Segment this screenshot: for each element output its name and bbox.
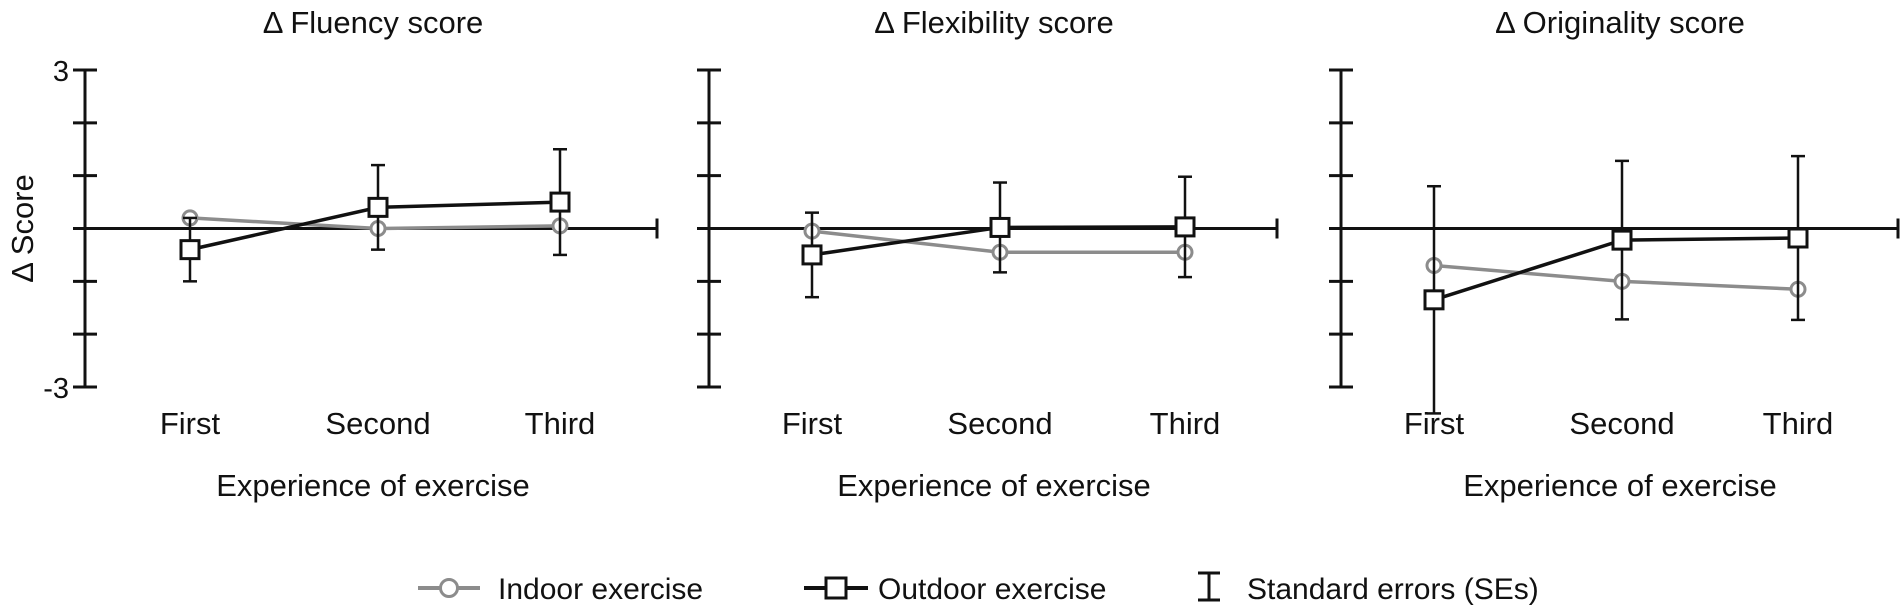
- x-tick-label: First: [160, 406, 221, 441]
- x-tick-label: Second: [1569, 406, 1674, 441]
- outdoor-data-point: [1611, 229, 1633, 251]
- chart-panels: Δ Fluency score 3 -3 Δ Score First Second Thir…: [5, 5, 1900, 503]
- outdoor-data-point: [989, 216, 1011, 238]
- x-tick-label: Third: [525, 406, 596, 441]
- chart-title: Δ Flexibility score: [874, 5, 1114, 40]
- outdoor-data-point: [1174, 216, 1196, 238]
- x-tick-label: Second: [947, 406, 1052, 441]
- y-axis-label: Δ Score: [5, 174, 40, 283]
- chart-panel-1: Δ Fluency score 3 -3 Δ Score First Second Thir…: [5, 5, 659, 503]
- chart-panel-2: Δ Flexibility score First Second Third Exper…: [697, 5, 1279, 503]
- chart-title: Δ Originality score: [1495, 5, 1745, 40]
- x-tick-label: First: [782, 406, 843, 441]
- legend-se-label: Standard errors (SEs): [1247, 573, 1539, 606]
- x-axis-label: Experience of exercise: [837, 468, 1151, 503]
- outdoor-data-point: [1423, 289, 1445, 311]
- outdoor-data-point: [1787, 227, 1809, 249]
- legend-outdoor-marker: [824, 576, 848, 600]
- legend-indoor-marker: [439, 578, 459, 598]
- x-axis-label: Experience of exercise: [1463, 468, 1777, 503]
- legend-indoor-label: Indoor exercise: [498, 573, 703, 606]
- outdoor-data-point: [367, 196, 389, 218]
- x-tick-label: Third: [1763, 406, 1834, 441]
- chart-title: Δ Fluency score: [263, 5, 484, 40]
- legend: Indoor exercise Outdoor exercise Standar…: [418, 571, 1539, 606]
- x-tick-label: Second: [325, 406, 430, 441]
- outdoor-data-point: [549, 191, 571, 213]
- outdoor-data-point: [179, 239, 201, 261]
- outdoor-data-point: [801, 244, 823, 266]
- x-axis-label: Experience of exercise: [216, 468, 530, 503]
- y-tick-label: -3: [43, 373, 69, 405]
- x-tick-label: Third: [1150, 406, 1221, 441]
- legend-se-icon: [1198, 571, 1220, 602]
- y-tick-label: 3: [53, 56, 69, 88]
- legend-outdoor-label: Outdoor exercise: [878, 573, 1106, 606]
